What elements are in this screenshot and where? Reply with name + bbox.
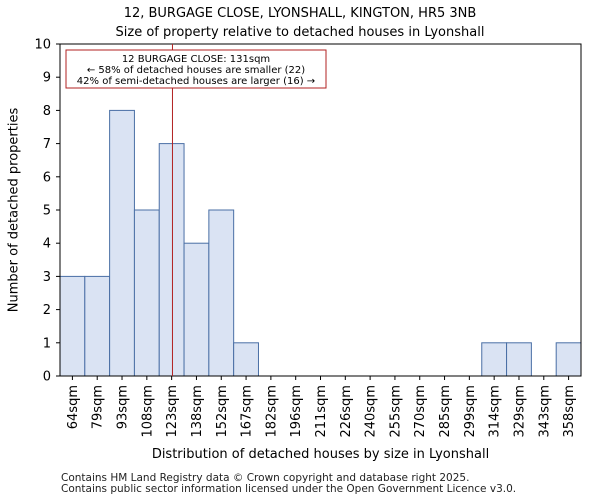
bar [84, 275, 111, 377]
annotation-line-1: 12 BURGAGE CLOSE: 131sqm [122, 54, 270, 65]
x-tick-label: 167sqm [240, 385, 255, 438]
x-tick-label: 123sqm [165, 385, 180, 438]
y-tick-label: 6 [43, 170, 51, 185]
bar [555, 342, 582, 377]
y-tick-label: 1 [43, 336, 51, 351]
annotation-line-2: ← 58% of detached houses are smaller (22… [87, 65, 305, 76]
annotation-frame [65, 49, 327, 89]
y-tick-label: 8 [43, 104, 51, 119]
y-tick-label: 2 [43, 303, 51, 318]
y-tick-label: 10 [34, 38, 51, 53]
bar [183, 242, 210, 377]
x-tick-label: 329sqm [512, 385, 527, 438]
x-tick-label: 270sqm [413, 385, 428, 438]
y-axis-ticks: 0 1 2 3 4 5 6 7 8 9 10 [34, 38, 60, 385]
bar [133, 209, 160, 377]
x-tick-label: 314sqm [488, 385, 503, 438]
x-tick-label: 182sqm [264, 385, 279, 438]
x-tick-label: 79sqm [91, 385, 106, 429]
x-tick-label: 211sqm [314, 385, 329, 438]
y-tick-label: 4 [43, 237, 51, 252]
x-tick-label: 240sqm [364, 385, 379, 438]
x-tick-label: 358sqm [562, 385, 577, 438]
x-tick-label: 64sqm [66, 385, 81, 429]
x-tick-label: 138sqm [190, 385, 205, 438]
x-tick-label: 299sqm [463, 385, 478, 438]
x-tick-label: 226sqm [339, 385, 354, 438]
x-tick-label: 93sqm [116, 385, 131, 429]
x-tick-label: 196sqm [289, 385, 304, 438]
bar [208, 209, 235, 377]
x-tick-label: 255sqm [388, 385, 403, 438]
annotation-line-3: 42% of semi-detached houses are larger (… [77, 76, 315, 87]
x-tick-label: 343sqm [537, 385, 552, 438]
bars-group [59, 109, 582, 377]
chart-title: 12, BURGAGE CLOSE, LYONSHALL, KINGTON, H… [124, 6, 477, 21]
chart-subtitle: Size of property relative to detached ho… [116, 25, 485, 40]
x-tick-label: 285sqm [438, 385, 453, 438]
y-tick-label: 3 [43, 270, 51, 285]
y-tick-label: 5 [43, 204, 51, 219]
x-axis-ticks: 64sqm 79sqm 93sqm 108sqm 123sqm 138sqm 152sqm 1… [66, 376, 577, 438]
bar [481, 342, 508, 377]
y-tick-label: 0 [43, 370, 51, 385]
plot-frame [59, 43, 582, 377]
y-axis-label: Number of detached properties [7, 108, 22, 313]
bar [506, 342, 532, 377]
bar [233, 342, 259, 377]
footer-line-2: Contains public sector information licen… [61, 483, 517, 495]
footer-line-1: Contains HM Land Registry data © Crown c… [61, 472, 470, 484]
x-tick-label: 152sqm [215, 385, 230, 438]
bar [59, 275, 86, 377]
bar [158, 143, 185, 377]
x-tick-label: 108sqm [140, 385, 155, 438]
x-axis-label: Distribution of detached houses by size … [152, 447, 489, 462]
y-tick-label: 7 [43, 137, 51, 152]
annotation-box: 12 BURGAGE CLOSE: 131sqm ← 58% of detach… [65, 49, 327, 89]
bar [109, 109, 135, 377]
y-tick-label: 9 [43, 71, 51, 86]
